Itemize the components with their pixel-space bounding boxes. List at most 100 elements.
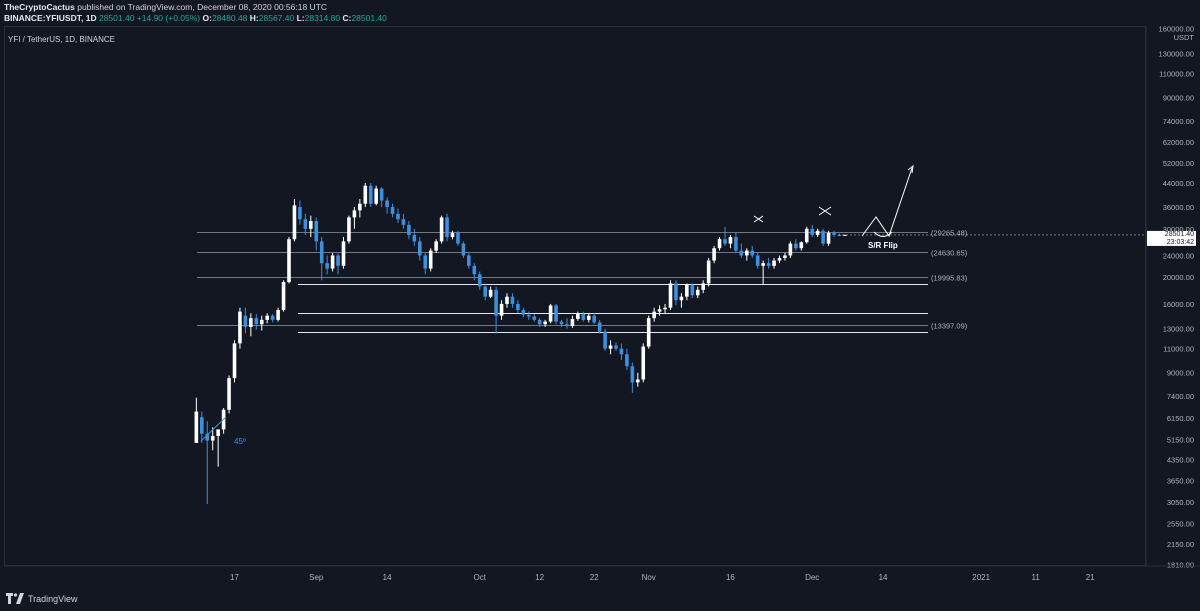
candle-body <box>505 296 509 304</box>
candle <box>826 230 831 246</box>
candle <box>200 411 204 443</box>
candle <box>358 198 362 218</box>
price-tick-label: 74000.00 <box>1163 117 1194 126</box>
candle <box>690 283 695 299</box>
candle <box>755 252 760 269</box>
candle <box>766 257 771 269</box>
candle-body <box>581 314 586 320</box>
candle <box>309 215 313 238</box>
candle-body <box>341 241 346 266</box>
candle-body <box>810 228 814 235</box>
candle <box>603 328 607 351</box>
candle-body <box>755 255 760 266</box>
candle-body <box>396 213 400 220</box>
interval: 1D <box>85 13 97 23</box>
price-tick-label: 4350.00 <box>1167 456 1194 465</box>
time-tick-label: Oct <box>474 573 487 582</box>
candle <box>336 252 340 275</box>
level-lines: (29265.48) (24630.65) (19995.83) (13397.09) <box>197 229 968 334</box>
price-change: +14.90 (+0.05%) <box>136 13 201 23</box>
author-name[interactable]: TheCryptoCactus <box>4 2 75 12</box>
price-tick-label: 5150.00 <box>1167 435 1194 444</box>
price-tick-label: 11000.00 <box>1163 345 1194 354</box>
price-tick-label: 7400.00 <box>1167 392 1194 401</box>
candle <box>276 307 280 322</box>
candle-body <box>630 366 635 383</box>
candle-body <box>401 219 406 225</box>
candle <box>477 271 482 290</box>
candle-body <box>837 234 842 236</box>
candle <box>249 313 253 337</box>
candle <box>341 237 346 269</box>
candle-body <box>309 221 313 229</box>
price-tick-label: 36000.00 <box>1163 203 1194 212</box>
candle-body <box>625 354 629 367</box>
candle-body <box>407 224 411 235</box>
projection-path <box>861 167 913 238</box>
candle <box>363 183 368 207</box>
candle-body <box>832 232 836 235</box>
candle <box>706 257 711 287</box>
candle <box>210 427 215 451</box>
candle-body <box>423 255 428 269</box>
candle <box>614 342 618 351</box>
candle-body <box>249 318 253 327</box>
candle <box>646 315 651 349</box>
price-tick-label: 52000.00 <box>1163 159 1194 168</box>
price-tick-label: 130000.00 <box>1159 50 1194 59</box>
price-axis[interactable]: 160000.00 130000.00 110000.00 90000.00 74000… <box>1145 25 1195 570</box>
candle <box>379 187 384 207</box>
candle-body <box>668 283 673 308</box>
price-tick-label: 2550.00 <box>1167 519 1194 528</box>
candle <box>761 260 765 285</box>
candle <box>390 203 395 218</box>
price-tag-countdown: 23:03:42 <box>1167 239 1194 246</box>
candle <box>799 241 804 251</box>
price-tick-label: 62000.00 <box>1163 138 1194 147</box>
price-tick-label: 6150.00 <box>1167 414 1194 423</box>
candle <box>532 314 537 322</box>
candle <box>788 241 793 258</box>
time-tick-label: 17 <box>230 573 239 582</box>
brand-name: TradingView <box>28 593 78 604</box>
candle <box>663 303 667 314</box>
price-tick-label: 3050.00 <box>1167 498 1194 507</box>
publish-line: TheCryptoCactus published on TradingView… <box>4 2 1196 13</box>
candle <box>592 313 596 325</box>
candle-body <box>701 283 705 290</box>
currency-label: USDT <box>1174 33 1195 42</box>
candle <box>717 237 722 251</box>
candle <box>385 197 389 214</box>
candle-body <box>390 207 395 214</box>
candle-body <box>657 309 662 312</box>
time-axis[interactable]: 17 Sep 14 Oct 12 22 Nov 16 Dec 14 2021 11 21 <box>4 565 1200 582</box>
time-tick-label: 14 <box>879 573 888 582</box>
candle-body <box>330 255 335 269</box>
candle <box>243 307 248 334</box>
low-label: L: <box>296 13 305 23</box>
candle <box>625 348 629 371</box>
candle-body <box>679 296 684 301</box>
candle-body <box>685 284 689 297</box>
candle-body <box>527 314 531 317</box>
candle-body <box>734 237 738 251</box>
candle-body <box>303 219 308 229</box>
candle-body <box>804 228 809 243</box>
tradingview-logo[interactable]: TradingView <box>6 593 78 604</box>
candle-body <box>739 250 744 256</box>
price-chart[interactable]: (29265.48) (24630.65) (19995.83) (13397.09)… <box>0 0 1200 589</box>
candle-body <box>488 289 493 297</box>
candle <box>396 208 400 223</box>
candle <box>668 280 673 311</box>
candle <box>319 237 324 281</box>
candle-body <box>690 284 695 296</box>
candle-body <box>799 242 804 249</box>
price-tick-label: 3650.00 <box>1167 477 1194 486</box>
candle <box>565 318 569 329</box>
candle-body <box>439 217 444 242</box>
candle-body <box>374 188 378 204</box>
symbol-label: YFI / TetherUS, 1D, BINANCE <box>8 35 115 44</box>
candle-body <box>445 217 449 238</box>
candle <box>641 343 646 383</box>
low-value: 28314.80 <box>304 13 341 23</box>
